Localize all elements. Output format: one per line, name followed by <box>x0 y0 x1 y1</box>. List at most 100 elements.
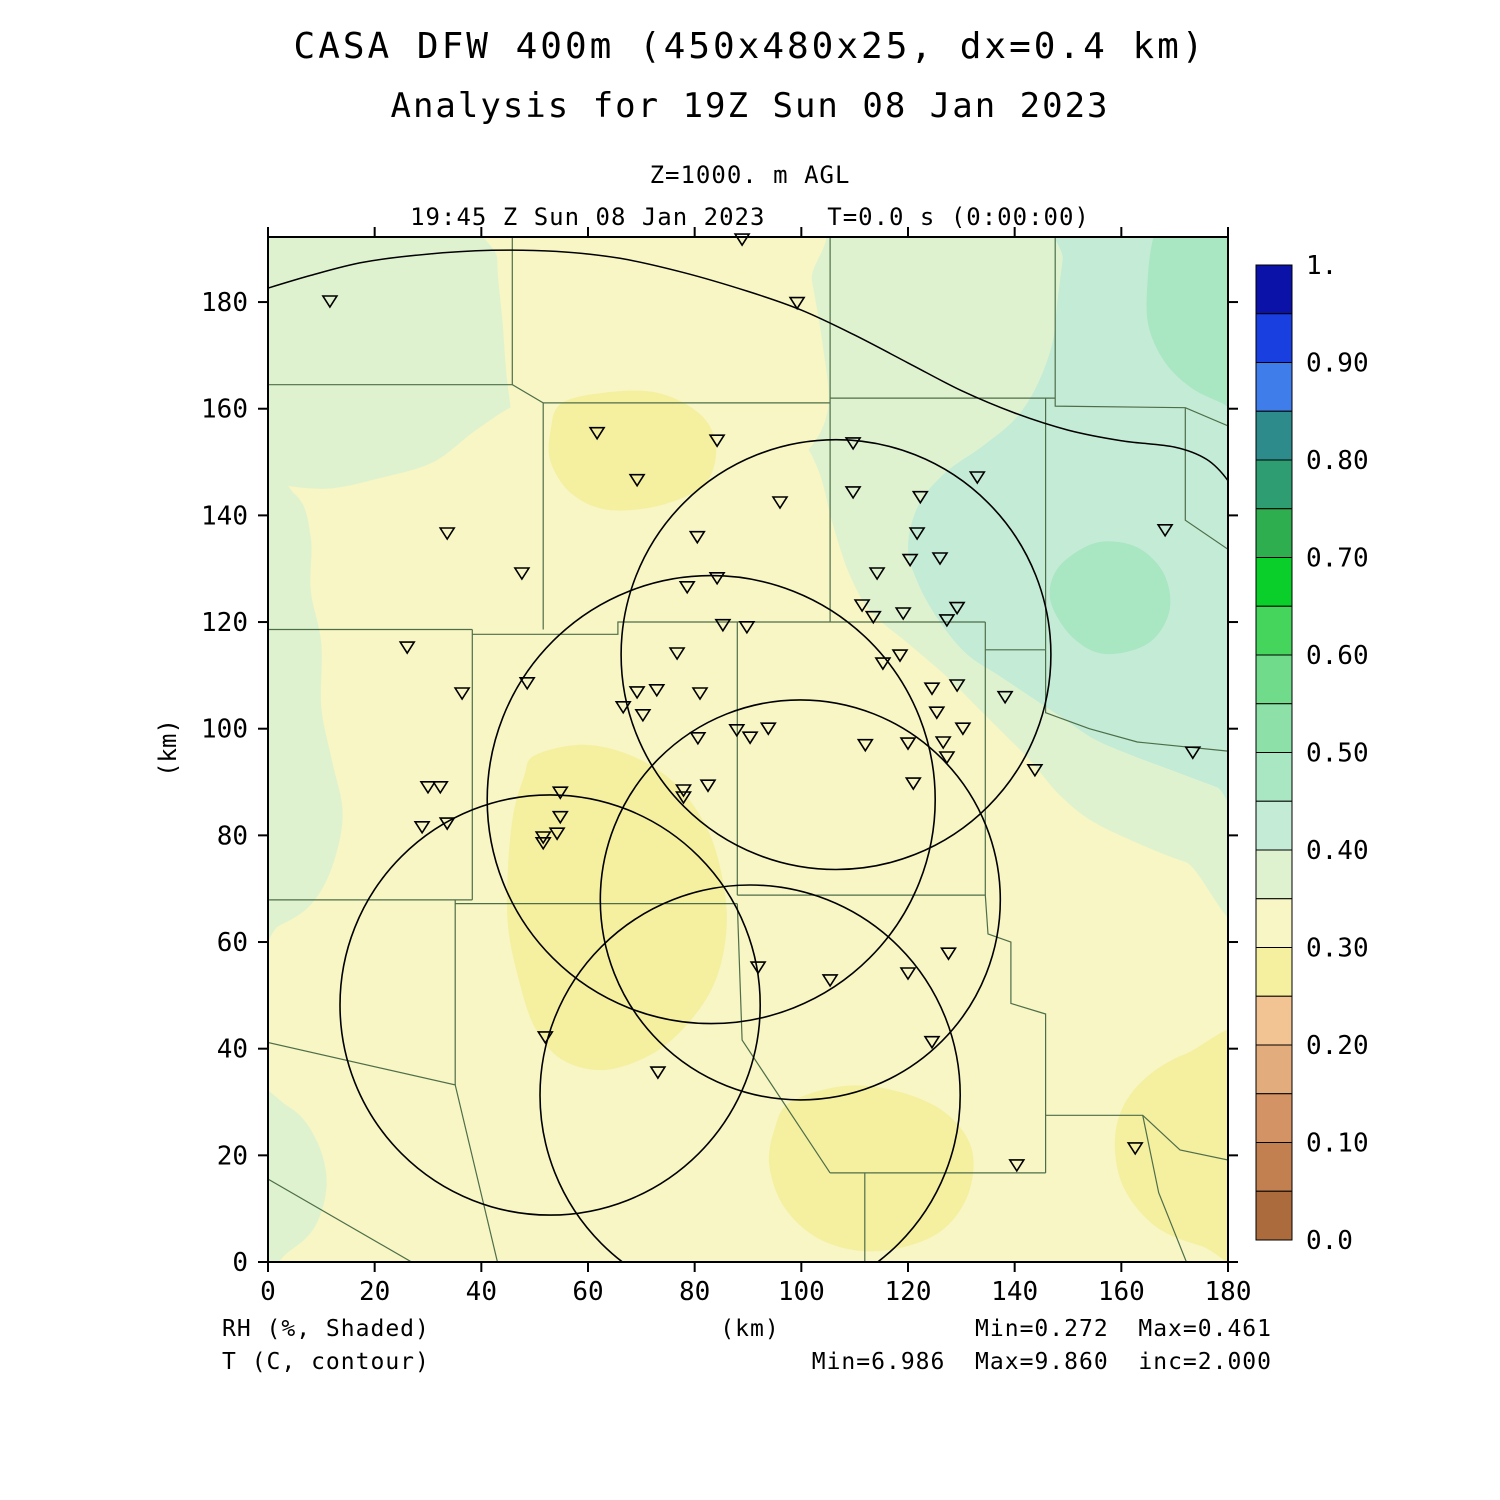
colorbar-segment <box>1255 264 1293 315</box>
colorbar-segment <box>1255 849 1293 900</box>
radar-site-marker <box>708 572 726 586</box>
colorbar-label: 0.70 <box>1306 544 1369 574</box>
x-tick-label: 60 <box>572 1277 603 1307</box>
colorbar-label: 0.80 <box>1306 446 1369 476</box>
y-tick-label: 140 <box>201 501 248 531</box>
radar-site-marker <box>738 621 756 635</box>
rh-region-yellow-center-0.25-0.30 <box>506 744 727 1071</box>
radar-site-marker <box>749 961 767 975</box>
radar-site-marker <box>708 434 726 448</box>
colorbar-label: 1. <box>1306 251 1337 281</box>
x-tick-label: 180 <box>1205 1277 1252 1307</box>
colorbar-segment <box>1255 1044 1293 1095</box>
colorbar-segment <box>1255 313 1293 363</box>
radar-range-ring <box>599 699 1002 1101</box>
colorbar: 1. 0.90 0.80 0.70 0.60 0.50 0.40 0.30 0.20 0.10 0.… <box>1255 251 1369 1256</box>
radar-site-marker <box>398 641 416 655</box>
county-boundary <box>1044 649 1228 752</box>
radar-site-marker <box>948 601 966 616</box>
radar-site-marker <box>968 471 986 485</box>
x-tick-label: 160 <box>1098 1277 1145 1307</box>
radar-site-marker <box>628 686 646 700</box>
rh-region-teal-patch-0.45-0.50 <box>1049 541 1171 655</box>
radar-site-marker <box>1156 524 1174 538</box>
radar-site-marker <box>923 1035 941 1050</box>
radar-site-marker <box>899 967 917 981</box>
colorbar-label: 0.90 <box>1306 349 1369 379</box>
colorbar-segment <box>1255 410 1293 461</box>
rh-region-green-bottomleft-0.35-0.40 <box>268 1090 327 1262</box>
radar-site-marker <box>714 618 732 633</box>
radar-site-marker <box>668 647 686 661</box>
radar-site-marker <box>904 777 922 791</box>
radar-site-marker <box>614 701 632 715</box>
county-boundary <box>1045 1114 1228 1161</box>
x-tick-label: 20 <box>359 1277 390 1307</box>
y-tick-label: 40 <box>217 1035 248 1065</box>
colorbar-segment <box>1255 362 1293 412</box>
radar-site-marker <box>928 706 946 720</box>
radar-site-marker <box>728 724 746 738</box>
county-boundary <box>472 621 831 635</box>
radar-site-marker <box>853 599 871 613</box>
colorbar-segment <box>1255 947 1293 997</box>
radar-site-marker <box>1008 1159 1026 1173</box>
page-subtitle: Analysis for 19Z Sun 08 Jan 2023 <box>390 86 1110 126</box>
colorbar-segment <box>1255 995 1293 1046</box>
colorbar-label: 0.10 <box>1306 1129 1369 1159</box>
rh-region-green-top-0.35-0.40 <box>268 237 1228 918</box>
page-title: CASA DFW 400m (450x480x25, dx=0.4 km) <box>293 26 1207 67</box>
radar-site-marker <box>908 527 926 541</box>
radar-site-marker <box>938 751 956 765</box>
y-tick-label: 180 <box>201 288 248 318</box>
radar-site-marker <box>588 426 606 441</box>
radar-site-marker <box>1184 746 1202 760</box>
colorbar-label: 0.50 <box>1306 739 1369 769</box>
contour-stats: Min=6.986 Max=9.860 inc=2.000 <box>811 1349 1272 1375</box>
colorbar-segment <box>1255 800 1293 851</box>
radar-range-ring <box>339 794 761 1216</box>
x-axis-unit: (km) <box>720 1316 780 1342</box>
colorbar-label: 0.0 <box>1306 1226 1353 1256</box>
colorbar-segment <box>1255 1142 1293 1192</box>
radar-site-marker <box>759 722 777 736</box>
radar-site-marker <box>431 781 449 795</box>
radar-site-marker <box>419 781 437 795</box>
y-tick-label: 0 <box>232 1248 248 1278</box>
county-boundary <box>268 1178 413 1262</box>
x-tick-label: 140 <box>991 1277 1038 1307</box>
colorbar-segment <box>1255 1190 1293 1241</box>
radar-site-marker <box>648 684 666 698</box>
radar-site-marker <box>453 687 471 701</box>
radar-site-marker <box>688 530 706 545</box>
county-boundary <box>511 237 831 404</box>
radar-site-marker <box>551 810 569 825</box>
axis-ticks <box>258 227 1238 1272</box>
county-boundary <box>736 903 831 1174</box>
radar-site-marker <box>675 791 692 805</box>
radar-site-marker <box>689 732 707 746</box>
shaded-stats: Min=0.272 Max=0.461 <box>975 1316 1272 1342</box>
colorbar-segment <box>1255 508 1293 558</box>
colorbar-segment <box>1255 654 1293 705</box>
radar-site-marker <box>931 552 949 566</box>
radar-site-marker <box>911 490 929 505</box>
radar-site-marker <box>940 947 957 961</box>
colorbar-label: 0.40 <box>1306 836 1369 866</box>
radar-site-marker <box>438 527 456 541</box>
radar-site-marker <box>771 496 789 510</box>
radar-site-marker <box>891 649 909 663</box>
plot-area <box>268 237 1228 1262</box>
county-boundary <box>1054 237 1228 427</box>
radar-site-marker <box>628 473 646 488</box>
radar-site-marker <box>948 679 966 693</box>
plot-border <box>267 236 1229 1263</box>
x-tick-label: 100 <box>778 1277 825 1307</box>
county-boundary <box>1142 1115 1188 1262</box>
y-tick-label: 100 <box>201 715 248 745</box>
rh-region-yellow-bottomright-0.25-0.30 <box>1114 1029 1228 1262</box>
radar-site-marker <box>996 690 1014 705</box>
radar-site-marker <box>513 567 531 581</box>
